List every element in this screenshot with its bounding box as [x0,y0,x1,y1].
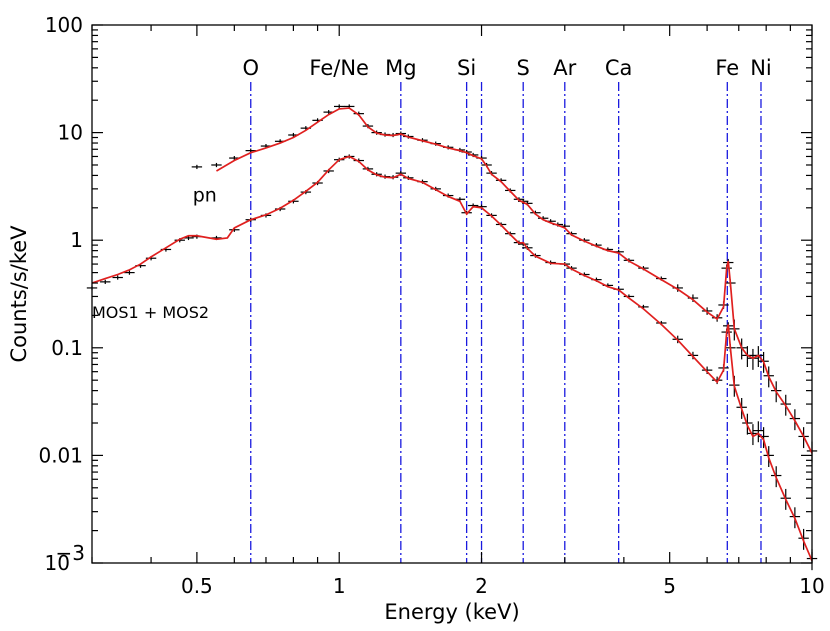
data-point [100,279,111,285]
y-tick-label: 10 [45,551,70,575]
x-axis-title: Energy (keV) [384,600,519,624]
emission-line-label: Mg [385,56,416,80]
data-point [191,164,203,170]
x-tick-label: 1 [333,574,346,598]
y-tick-label: 0.1 [51,336,83,360]
series-label: pn [193,184,217,206]
emission-line-label: Ca [605,56,633,80]
series-label: MOS1 + MOS2 [92,303,209,322]
model-curve [91,155,813,562]
data-point [112,275,123,280]
emission-line-label: Ar [553,56,576,80]
y-tick-label-exponent: −3 [56,541,85,565]
y-axis-title: Counts/s/keV [7,225,31,363]
emission-line-label: Fe [715,56,739,80]
y-tick-label: 1 [70,228,83,252]
emission-line-label: Si [457,56,476,80]
emission-line-label: Fe/Ne [309,56,369,80]
x-tick-label: 2 [475,574,488,598]
emission-line-label: Ni [750,56,772,80]
x-tick-label: 10 [799,574,824,598]
x-tick-label: 0.5 [181,574,213,598]
plot-frame [91,24,813,564]
model-curve [216,107,813,454]
x-tick-label: 5 [663,574,676,598]
y-tick-label: 100 [45,13,83,37]
labels-layer: O Fe/Ne Mg Si S Ar Ca Fe Ni 0.5 1 2 5 10 100 10 1 0.1 0.01… [7,13,825,624]
data-point [124,270,135,275]
axes [91,24,813,564]
emission-line-markers [250,82,762,563]
model-curves-layer [91,107,813,562]
y-tick-label: 10 [58,121,83,145]
data-point [211,162,222,168]
emission-line-label: O [242,56,259,80]
data-point [334,104,345,109]
data-point [753,421,764,443]
emission-line-label: S [517,56,530,80]
y-tick-label: 0.01 [38,443,83,467]
